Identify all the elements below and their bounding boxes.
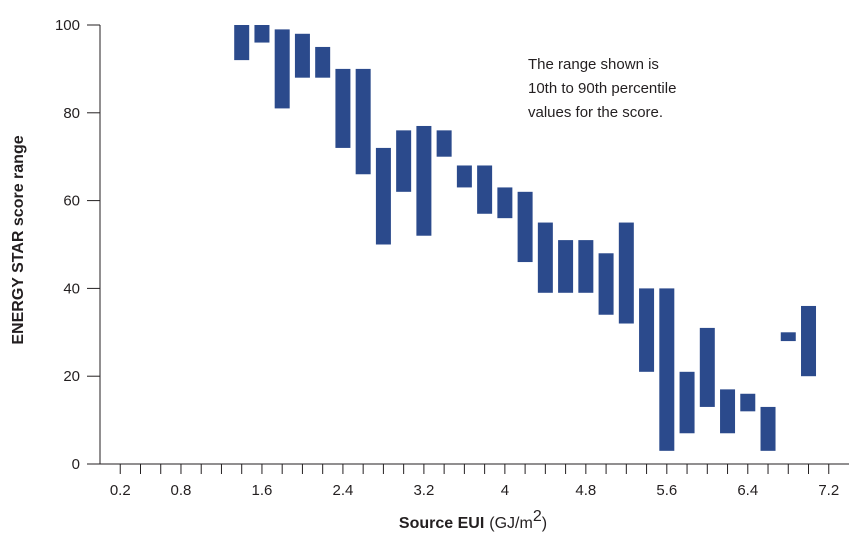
range-bar [355, 68, 371, 175]
range-bar [294, 33, 310, 78]
range-bar [234, 25, 250, 61]
range-bar [801, 305, 817, 377]
x-tick-label: 1.6 [252, 482, 273, 499]
y-tick-label: 20 [63, 368, 80, 385]
x-tick-label: 4 [501, 482, 509, 499]
range-bar [396, 130, 412, 192]
chart-annotation: The range shown is 10th to 90th percenti… [528, 56, 681, 121]
range-bar [659, 288, 675, 451]
range-bar [537, 222, 553, 293]
x-axis-unit: (GJ/m [489, 515, 533, 532]
y-axis-title: ENERGY STAR score range [10, 135, 27, 344]
x-tick-label: 3.2 [413, 482, 434, 499]
range-bar [679, 371, 695, 434]
x-axis-unit-close: ) [542, 515, 547, 532]
x-tick-label: 2.4 [332, 482, 353, 499]
y-tick-label: 80 [63, 105, 80, 122]
axes [99, 25, 849, 465]
range-bar [760, 406, 776, 451]
range-bar [254, 25, 270, 43]
y-tick-label: 60 [63, 193, 80, 210]
x-tick-label: 6.4 [737, 482, 758, 499]
range-bar [315, 46, 331, 78]
x-tick-label: 7.2 [818, 482, 839, 499]
range-bar [436, 130, 452, 157]
annotation-line-1: The range shown is [528, 56, 659, 73]
range-bar [335, 68, 351, 148]
range-bar [497, 187, 513, 219]
range-bar [578, 240, 594, 293]
range-bars [234, 25, 817, 451]
range-bar [375, 147, 391, 245]
range-bar [416, 125, 432, 236]
annotation-line-2: 10th to 90th percentile [528, 80, 676, 97]
range-bar [740, 393, 756, 412]
x-tick-label: 0.2 [110, 482, 131, 499]
range-bar [598, 253, 614, 315]
range-bar [558, 240, 574, 293]
x-axis-unit-superscript: 2 [533, 508, 542, 525]
y-tick-label: 40 [63, 280, 80, 297]
range-bar [639, 288, 655, 372]
range-bar [720, 389, 736, 434]
x-tick-label: 0.8 [171, 482, 192, 499]
range-bar [780, 332, 796, 342]
range-bar [274, 29, 290, 109]
range-bar [517, 191, 533, 263]
x-tick-label: 4.8 [575, 482, 596, 499]
y-tick-label: 100 [55, 17, 80, 34]
x-axis-title-main: Source EUI [399, 515, 484, 532]
x-axis-title: Source EUI (GJ/m2) [399, 508, 547, 532]
x-tick-label: 5.6 [656, 482, 677, 499]
range-bar [477, 165, 493, 214]
range-bar [456, 165, 472, 188]
range-bar [699, 327, 715, 407]
y-tick-label: 0 [72, 456, 80, 473]
y-axis-ticks: 0 20 40 60 80 100 [55, 17, 100, 473]
annotation-line-3: values for the score. [528, 104, 663, 121]
x-axis-ticks: 0.2 0.8 1.6 2.4 3.2 4 4.8 5.6 6.4 7.2 [110, 464, 839, 499]
range-bar [618, 222, 634, 324]
